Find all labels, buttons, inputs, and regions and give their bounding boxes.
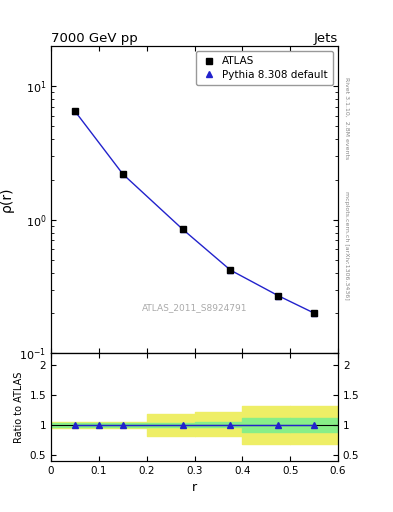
Text: Rivet 3.1.10,  2.8M events: Rivet 3.1.10, 2.8M events	[344, 77, 349, 159]
Pythia 8.308 default	[276, 293, 281, 299]
Pythia 8.308 default	[228, 267, 233, 273]
ATLAS	[180, 226, 185, 232]
Legend: ATLAS, Pythia 8.308 default: ATLAS, Pythia 8.308 default	[196, 51, 333, 85]
Line: Pythia 8.308 default: Pythia 8.308 default	[72, 108, 317, 316]
Y-axis label: ρ(r): ρ(r)	[0, 187, 14, 212]
Text: ATLAS_2011_S8924791: ATLAS_2011_S8924791	[142, 303, 247, 312]
Text: Jets: Jets	[314, 32, 338, 45]
Text: 7000 GeV pp: 7000 GeV pp	[51, 32, 138, 45]
ATLAS	[276, 293, 281, 299]
Text: mcplots.cern.ch [arXiv:1306.3436]: mcplots.cern.ch [arXiv:1306.3436]	[344, 191, 349, 300]
X-axis label: r: r	[192, 481, 197, 494]
Pythia 8.308 default	[180, 226, 185, 232]
Line: ATLAS: ATLAS	[72, 108, 317, 316]
Y-axis label: Ratio to ATLAS: Ratio to ATLAS	[14, 371, 24, 443]
ATLAS	[228, 267, 233, 273]
Pythia 8.308 default	[73, 108, 77, 114]
ATLAS	[120, 171, 125, 177]
Pythia 8.308 default	[120, 171, 125, 177]
Pythia 8.308 default	[312, 310, 316, 316]
ATLAS	[312, 310, 316, 316]
ATLAS	[73, 108, 77, 114]
